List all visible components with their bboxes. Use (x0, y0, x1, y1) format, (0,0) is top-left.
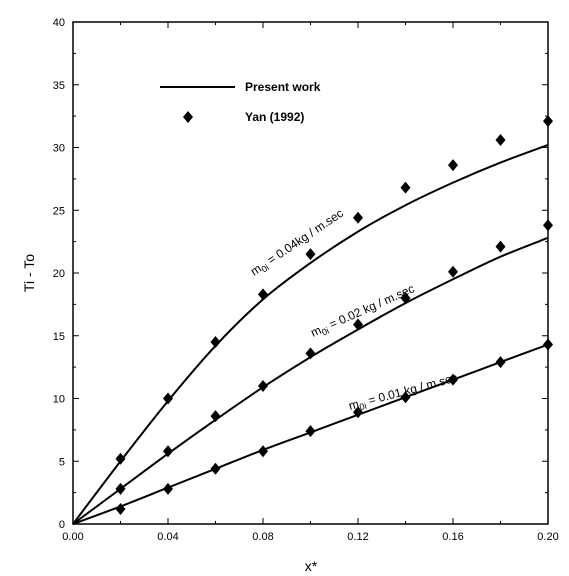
series-0-marker (163, 392, 173, 405)
series-0-curve (72, 144, 549, 525)
series-2-marker (400, 391, 411, 404)
series-2-marker (210, 462, 221, 475)
series-2-marker (115, 502, 126, 515)
series-2-marker (448, 373, 458, 386)
x-tick-label: 0.20 (537, 531, 558, 543)
series-1-marker (258, 379, 268, 392)
series-0-marker (305, 248, 316, 261)
series-2 (72, 338, 553, 525)
series-0-marker (115, 452, 126, 465)
series-1-marker (495, 240, 506, 253)
y-tick-label: 15 (53, 331, 65, 343)
series-1-marker (448, 265, 458, 278)
legend-line-label: Present work (245, 80, 321, 94)
series-2-marker (305, 425, 316, 438)
series-1-marker (543, 219, 553, 232)
series-2-marker (163, 482, 173, 495)
series-label-1: m0i = 0.02 kg / m.sec (309, 281, 418, 341)
x-tick-label: 0.12 (347, 531, 368, 543)
y-axis-title: Ti - To (21, 254, 37, 292)
x-tick-label: 0.04 (157, 531, 178, 543)
x-tick-label: 0.08 (252, 531, 273, 543)
y-tick-label: 35 (53, 80, 65, 92)
legend: Present work Yan (1992) (160, 80, 321, 124)
series-1-marker (305, 347, 316, 360)
y-tick-label: 10 (53, 394, 65, 406)
series-1-marker (400, 292, 411, 305)
series-1-curve (72, 236, 549, 525)
series-layer (72, 115, 553, 525)
series-0-marker (400, 181, 411, 194)
y-axis: 0 5 10 15 20 25 30 35 40 (53, 17, 548, 531)
series-label-2: m0i = 0.01 kg / m.sec (347, 370, 459, 414)
series-2-marker (495, 356, 506, 369)
series-1-marker (353, 318, 363, 331)
series-0-marker (210, 336, 221, 349)
series-0-marker (495, 133, 506, 146)
x-tick-label: 0.16 (442, 531, 463, 543)
series-0-marker (543, 115, 553, 128)
x-tick-label: 0.00 (62, 531, 83, 543)
series-0-marker (353, 211, 363, 224)
series-2-marker (543, 338, 553, 351)
y-tick-label: 30 (53, 143, 65, 155)
y-tick-label: 20 (53, 268, 65, 280)
series-1-marker (115, 482, 126, 495)
series-1-marker (210, 410, 221, 423)
series-1 (72, 219, 553, 525)
series-2-marker (353, 406, 363, 419)
legend-marker-swatch (183, 111, 193, 123)
series-0 (72, 115, 553, 525)
series-0-marker (448, 159, 458, 172)
series-0-marker (258, 288, 268, 301)
series-2-marker (258, 445, 268, 458)
y-tick-label: 40 (53, 17, 65, 29)
y-tick-label: 25 (53, 205, 65, 217)
plot-frame (72, 21, 549, 525)
series-1-marker (163, 445, 173, 458)
legend-marker-label: Yan (1992) (245, 110, 304, 124)
x-axis: 0.00 0.04 0.08 0.12 0.16 0.20 (62, 22, 559, 543)
x-axis-title: x* (305, 558, 318, 574)
series-label-0: m0i = 0.04kg / m.sec (248, 206, 347, 280)
y-tick-label: 5 (59, 456, 65, 468)
y-tick-label: 0 (59, 519, 65, 531)
